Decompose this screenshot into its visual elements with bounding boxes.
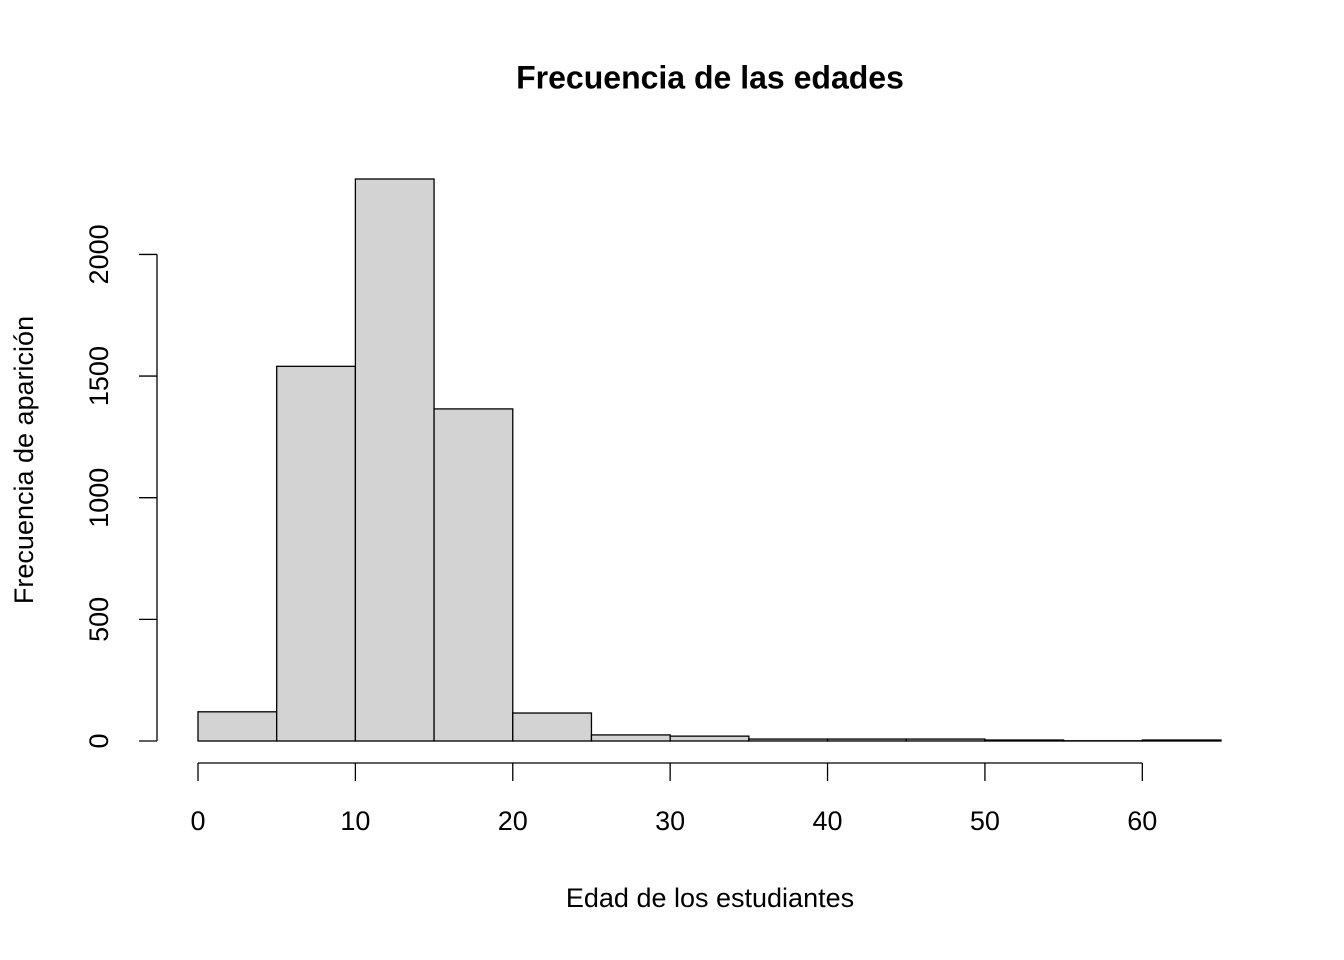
x-tick-label: 40 <box>813 806 843 836</box>
y-axis-label: Frecuencia de aparición <box>9 316 39 604</box>
y-tick-label: 0 <box>84 733 114 748</box>
bar <box>748 738 829 742</box>
x-tick-label: 50 <box>970 806 1000 836</box>
x-tick-label: 20 <box>498 806 528 836</box>
y-tick-label: 1000 <box>84 468 114 528</box>
bar <box>433 408 514 742</box>
y-tick-label: 2000 <box>84 224 114 284</box>
y-tick-label: 1500 <box>84 346 114 406</box>
y-tick-label: 500 <box>84 597 114 642</box>
bar <box>826 738 907 742</box>
x-tick-label: 10 <box>340 806 370 836</box>
bar <box>590 734 671 742</box>
bar <box>512 712 593 742</box>
x-tick-label: 0 <box>190 806 205 836</box>
bar <box>984 739 1065 742</box>
bar <box>354 178 435 742</box>
x-tick-label: 30 <box>655 806 685 836</box>
chart-title: Frecuencia de las edades <box>516 59 904 95</box>
bar <box>669 735 750 742</box>
x-tick-label: 60 <box>1127 806 1157 836</box>
x-axis-label: Edad de los estudiantes <box>566 883 854 913</box>
bar <box>1141 739 1222 742</box>
bar <box>276 365 357 742</box>
bar <box>197 711 278 742</box>
bar <box>905 738 986 742</box>
